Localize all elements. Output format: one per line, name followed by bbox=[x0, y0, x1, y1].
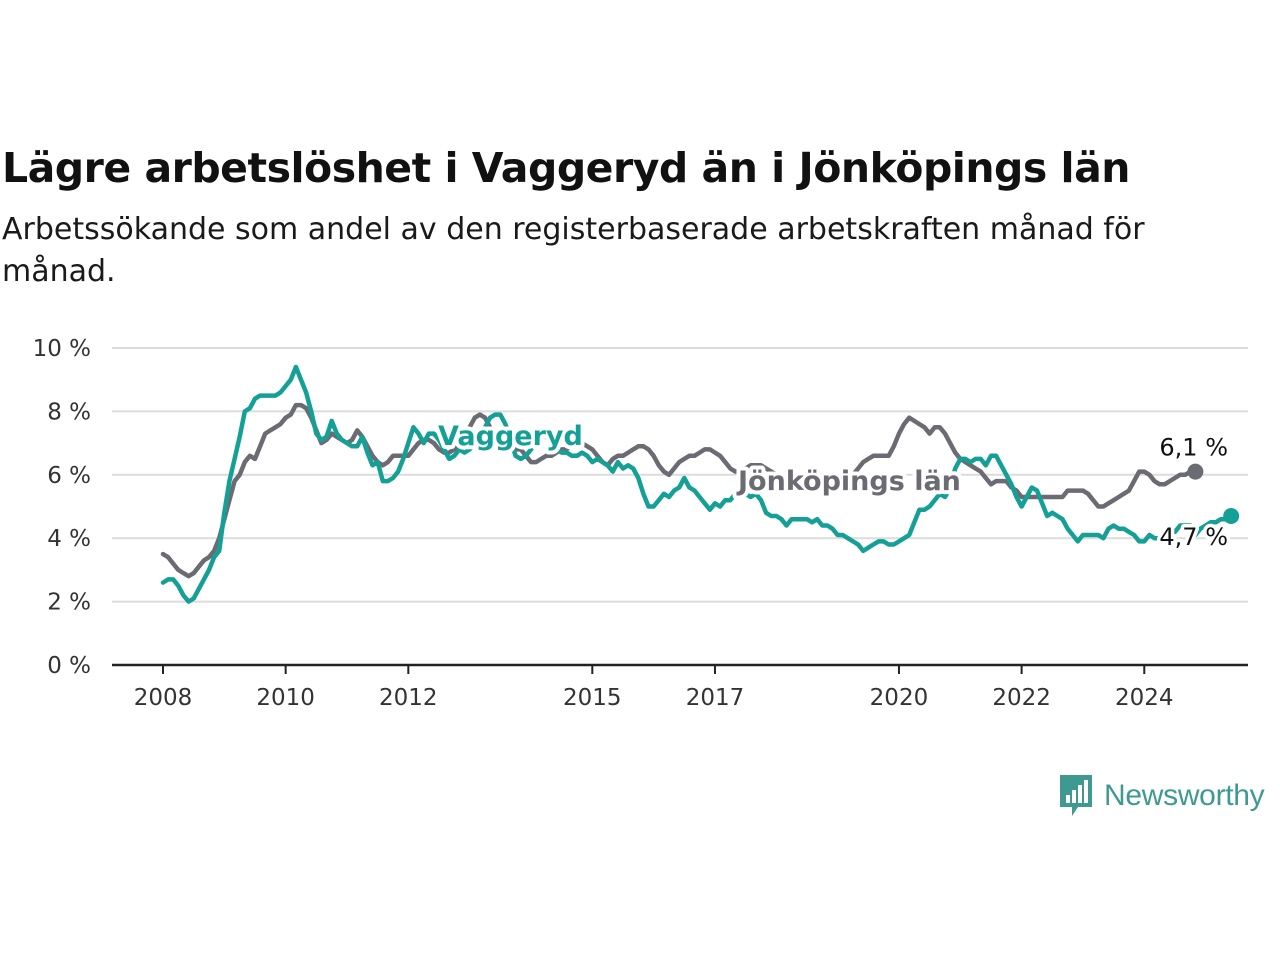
end-value-halo: 6,1 % bbox=[1159, 434, 1228, 462]
y-tick-label: 0 % bbox=[47, 653, 91, 679]
x-tick-label: 2020 bbox=[870, 685, 929, 711]
x-tick-label: 2008 bbox=[134, 685, 193, 711]
x-tick-label: 2010 bbox=[256, 685, 315, 711]
series-lines bbox=[160, 364, 1240, 604]
series-line bbox=[160, 402, 1198, 579]
end-value-halo: 4,7 % bbox=[1159, 523, 1228, 551]
x-tick-label: 2015 bbox=[563, 685, 622, 711]
x-tick-label: 2012 bbox=[379, 685, 438, 711]
x-tick-label: 2017 bbox=[686, 685, 745, 711]
newsworthy-logo: Newsworthy bbox=[1058, 773, 1265, 819]
x-tick-label: 2024 bbox=[1115, 685, 1174, 711]
y-tick-label: 2 % bbox=[47, 590, 91, 616]
series-line bbox=[160, 364, 1234, 604]
series-label-halo: Jönköpings län bbox=[736, 466, 961, 497]
y-axis-ticks: 0 % 2 % 4 % 6 % 8 % 10 % bbox=[33, 336, 91, 679]
y-tick-label: 10 % bbox=[33, 336, 91, 362]
x-tick-label: 2022 bbox=[992, 685, 1051, 711]
grid-lines bbox=[112, 347, 1248, 667]
end-value-label: 6,1 % bbox=[1159, 434, 1228, 462]
chart-title: Lägre arbetslöshet i Vaggeryd än i Jönkö… bbox=[2, 144, 1130, 192]
x-axis-ticks: 2008 2010 2012 2015 2017 2020 2022 2024 bbox=[134, 665, 1174, 711]
brand-name: Newsworthy bbox=[1104, 779, 1265, 812]
line-chart: 0 % 2 % 4 % 6 % 8 % 10 % 2008 2010 2012 2015 2017… bbox=[33, 336, 1248, 711]
bar-chart-speech-bubble-icon bbox=[1060, 775, 1092, 816]
series-end-dot bbox=[1223, 508, 1240, 525]
series-label: Vaggeryd bbox=[438, 421, 583, 452]
series-label: Jönköpings län bbox=[736, 466, 961, 497]
y-tick-label: 4 % bbox=[47, 526, 91, 552]
end-value-label: 4,7 % bbox=[1159, 523, 1228, 551]
y-tick-label: 8 % bbox=[47, 399, 91, 425]
y-tick-label: 6 % bbox=[47, 463, 91, 489]
series-label-halo: Vaggeryd bbox=[438, 421, 583, 452]
chart-subtitle: Arbetssökande som andel av den registerb… bbox=[2, 212, 1145, 289]
series-end-dot bbox=[1187, 463, 1204, 480]
